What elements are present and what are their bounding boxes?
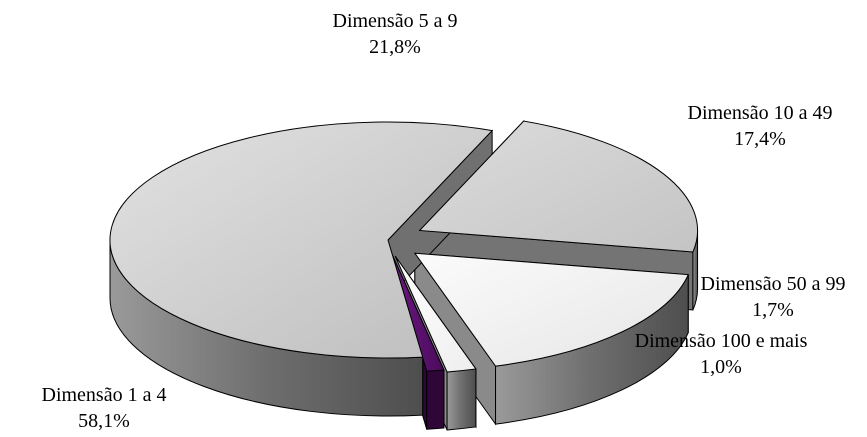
- slice-value: 1,7%: [752, 299, 794, 321]
- slice-1-a-4: [109, 121, 494, 359]
- slice-5-a-9: [418, 120, 699, 253]
- slice-value: 17,4%: [734, 128, 786, 150]
- slice-label-10-a-49: Dimensão 10 a 49 17,4%: [660, 100, 860, 152]
- slice-100-e-mais-side: [426, 369, 445, 430]
- slice-label-100-e-mais: Dimensão 100 e mais 1,0%: [606, 328, 836, 380]
- slice-value: 58,1%: [78, 410, 130, 432]
- slice-100-e-mais: [391, 253, 445, 372]
- slice-value: 1,0%: [700, 356, 742, 378]
- slice-value: 21,8%: [369, 36, 421, 58]
- slice-50-a-99-side: [446, 368, 477, 431]
- slice-name: Dimensão 100 e mais: [634, 330, 808, 352]
- slice-50-a-99: [394, 255, 477, 373]
- slice-name: Dimensão 5 a 9: [332, 10, 458, 32]
- slice-10-a-49: [413, 252, 689, 367]
- slice-name: Dimensão 50 a 99: [700, 273, 846, 295]
- slice-name: Dimensão 10 a 49: [687, 102, 833, 124]
- slice-label-1-a-4: Dimensão 1 a 4 58,1%: [14, 382, 194, 434]
- slice-name: Dimensão 1 a 4: [41, 384, 167, 406]
- slice-label-50-a-99: Dimensão 50 a 99 1,7%: [683, 271, 863, 323]
- slice-label-5-a-9: Dimensão 5 a 9 21,8%: [300, 8, 490, 60]
